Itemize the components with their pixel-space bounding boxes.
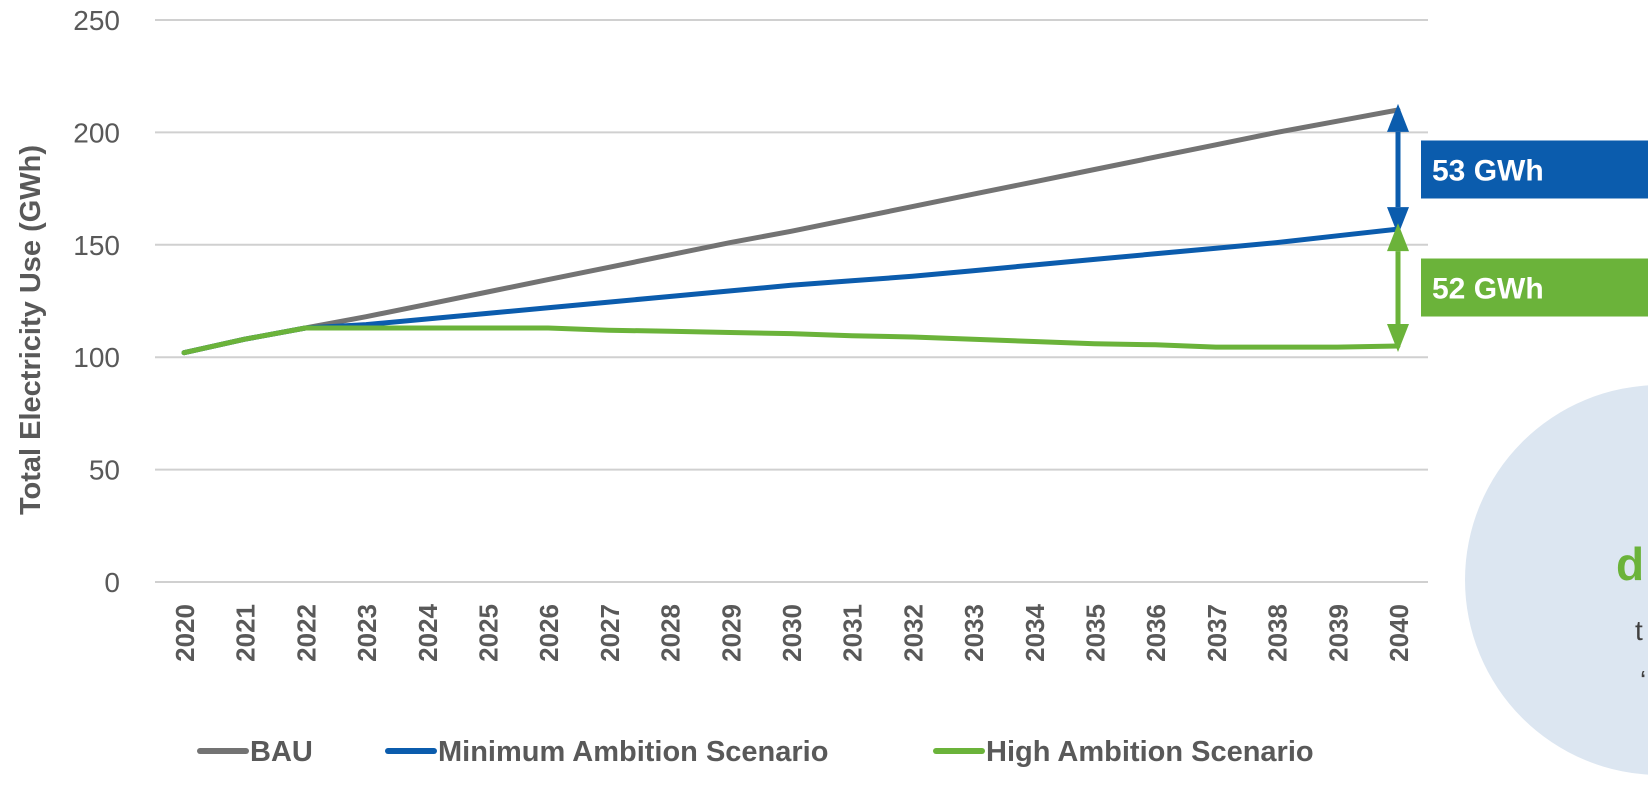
x-tick-label: 2032	[898, 604, 928, 662]
series-line	[181, 226, 1401, 356]
circle-callout-shape	[1465, 385, 1648, 775]
annotation-arrow-head	[1387, 223, 1409, 252]
y-tick-label: 150	[73, 230, 120, 261]
y-tick-label: 250	[73, 5, 120, 36]
annotation-label-box	[1421, 140, 1648, 199]
x-tick-label: 2022	[291, 604, 321, 662]
x-tick-label: 2029	[716, 604, 746, 662]
x-tick-label: 2035	[1081, 604, 1111, 662]
annotation-arrow-head	[1387, 207, 1409, 236]
x-tick-label: 2033	[959, 604, 989, 662]
circle-callout-big-text: d	[1616, 538, 1644, 590]
annotation-label: 52 GWh	[1432, 273, 1544, 306]
x-tick-label: 2025	[474, 604, 504, 662]
difference-annotations: 53 GWh 52 GWh	[1387, 103, 1648, 352]
x-tick-label: 2040	[1384, 604, 1414, 662]
y-tick-label: 50	[89, 455, 120, 486]
annotation-label: 53 GWh	[1432, 154, 1544, 187]
series-line	[181, 107, 1401, 356]
gridlines	[155, 19, 1428, 583]
x-tick-label: 2020	[170, 604, 200, 662]
y-tick-label: 0	[104, 567, 120, 598]
y-axis-ticks: 0 50 100 150 200 250	[73, 5, 120, 598]
x-tick-label: 2036	[1141, 604, 1171, 662]
x-tick-label: 2037	[1202, 604, 1232, 662]
x-tick-label: 2026	[534, 604, 564, 662]
y-tick-label: 100	[73, 342, 120, 373]
y-tick-label: 200	[73, 117, 120, 148]
annotation-arrow-head	[1387, 323, 1409, 352]
x-tick-label: 2027	[595, 604, 625, 662]
legend-label: High Ambition Scenario	[986, 736, 1314, 768]
series-lines	[181, 107, 1401, 356]
x-tick-label: 2031	[838, 604, 868, 662]
x-tick-label: 2024	[413, 603, 443, 661]
circle-callout-line2: ‘	[1640, 665, 1646, 696]
legend-label: BAU	[250, 736, 313, 768]
x-tick-label: 2039	[1323, 604, 1353, 662]
legend: BAU Minimum Ambition Scenario High Ambitio…	[197, 736, 1314, 768]
circle-callout-line1: t	[1635, 615, 1643, 646]
x-tick-label: 2038	[1263, 604, 1293, 662]
annotation-label-box	[1421, 258, 1648, 317]
series-line	[181, 325, 1401, 356]
x-tick-label: 2028	[656, 604, 686, 662]
legend-label: Minimum Ambition Scenario	[438, 736, 828, 768]
x-tick-label: 2030	[777, 604, 807, 662]
y-axis-title: Total Electricity Use (GWh)	[15, 145, 47, 515]
x-tick-label: 2034	[1020, 603, 1050, 661]
circle-callout: d t ‘	[1465, 385, 1648, 775]
annotation-arrow-head	[1387, 103, 1409, 132]
x-tick-label: 2023	[352, 604, 382, 662]
x-axis-ticks: 2020 2021 2022 2023 2024 2025 2026 2027 2028 2029…	[170, 603, 1414, 661]
x-tick-label: 2021	[231, 604, 261, 662]
